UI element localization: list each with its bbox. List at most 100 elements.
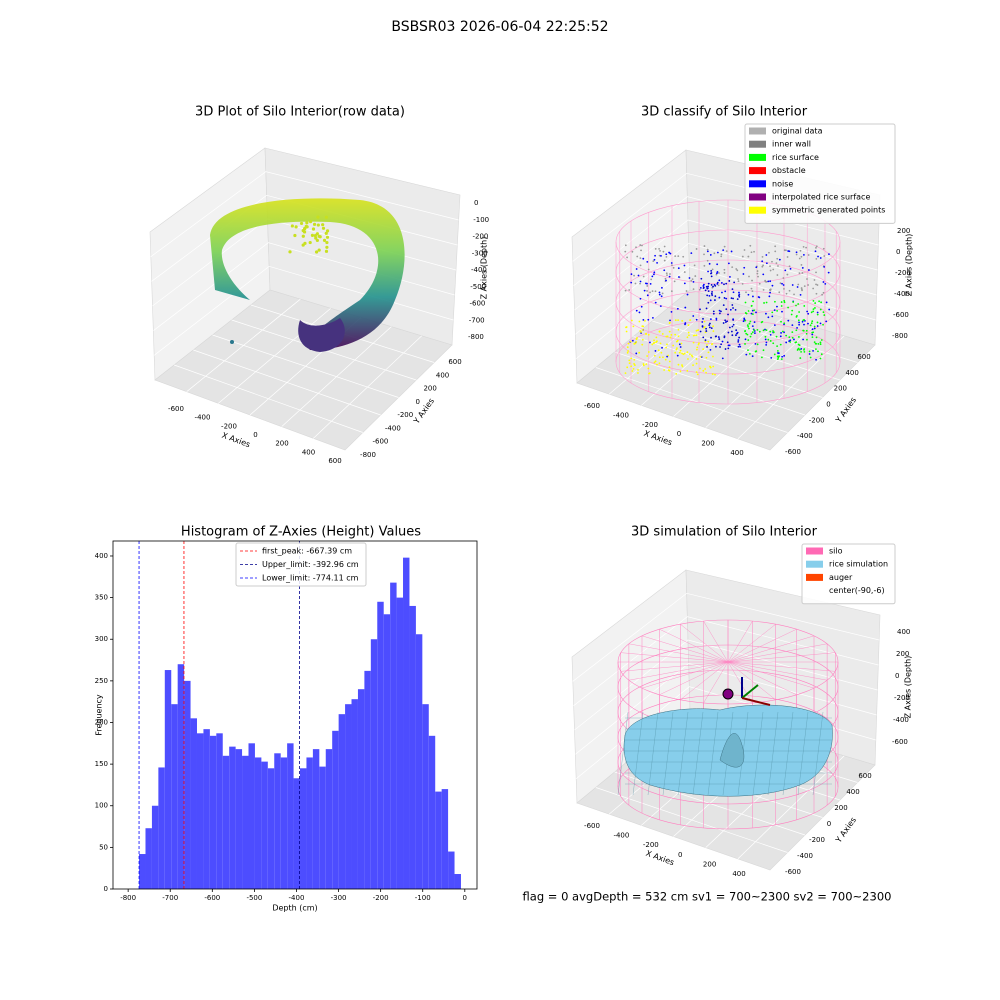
point [663, 245, 666, 248]
y-tick-label: 0 [104, 885, 108, 893]
point [823, 314, 826, 316]
point [769, 289, 772, 292]
point [724, 348, 727, 350]
point [658, 356, 661, 359]
bar [377, 601, 384, 889]
point-cloud [298, 318, 345, 352]
point [707, 270, 709, 273]
point [321, 226, 326, 230]
point [308, 240, 312, 245]
point [692, 288, 695, 291]
point [749, 244, 752, 247]
point [743, 249, 746, 251]
point [712, 355, 714, 358]
x-tick-label: -200 [643, 841, 659, 849]
point [813, 325, 816, 328]
point [780, 305, 783, 307]
z-tick-label: -600 [470, 300, 486, 308]
z-tick-label: -400 [894, 290, 910, 298]
point [707, 285, 710, 288]
point [702, 336, 705, 339]
point [783, 354, 786, 357]
x-tick-label: 0 [463, 894, 467, 902]
point [690, 252, 693, 255]
point [728, 326, 731, 329]
point [816, 311, 819, 314]
point [687, 331, 690, 334]
bar [184, 680, 191, 889]
point [682, 255, 685, 258]
point [695, 362, 698, 365]
legend-swatch [749, 127, 766, 135]
point [815, 245, 818, 248]
point [805, 246, 808, 249]
chart-title: Histogram of Z-Axies (Height) Values [181, 525, 421, 540]
point [769, 269, 772, 272]
point [755, 350, 758, 353]
point [676, 354, 679, 357]
point [763, 302, 765, 304]
legend-label: rice simulation [829, 560, 888, 569]
legend-label: Lower_limit: -774.11 cm [262, 574, 359, 583]
point [733, 281, 736, 284]
point [748, 327, 750, 330]
point [646, 294, 649, 297]
point [819, 343, 822, 346]
point [699, 308, 701, 311]
point [718, 272, 720, 274]
y-tick-label: 200 [95, 718, 108, 726]
z-tick-label: -200 [894, 694, 910, 702]
point [780, 320, 782, 323]
y-tick-label: -600 [785, 868, 801, 876]
point [624, 244, 627, 247]
point [788, 265, 791, 268]
point [700, 277, 703, 280]
point [665, 335, 668, 338]
point [750, 251, 753, 254]
point [806, 278, 808, 280]
point [640, 249, 642, 252]
y-tick-label: -200 [809, 836, 825, 844]
bar [448, 851, 455, 889]
mesh [647, 711, 659, 796]
point [637, 368, 639, 371]
point [315, 232, 319, 236]
point [684, 306, 687, 309]
status-text: flag = 0 avgDepth = 532 cm sv1 = 700~230… [523, 890, 892, 904]
point [636, 255, 639, 258]
point [639, 244, 642, 246]
point [801, 320, 804, 323]
point [791, 331, 794, 334]
point [695, 318, 698, 321]
y-axis-label: Frequency [95, 694, 104, 736]
y-tick-label: 200 [423, 385, 436, 393]
bar [274, 753, 281, 889]
bar [261, 761, 268, 889]
point [677, 276, 680, 278]
point [824, 282, 827, 285]
point [317, 248, 321, 252]
silo-wire [727, 643, 828, 663]
point [322, 238, 327, 243]
legend-label: first_peak: -667.39 cm [262, 547, 352, 556]
point [802, 245, 805, 248]
point [672, 344, 675, 347]
point [716, 281, 719, 284]
point [714, 373, 716, 376]
point [653, 341, 656, 344]
point [753, 329, 755, 331]
point [795, 304, 797, 307]
point [731, 266, 734, 269]
point [625, 326, 627, 329]
point [778, 258, 781, 261]
point [723, 283, 725, 286]
point [815, 271, 817, 274]
point [293, 233, 297, 238]
silo-wire [727, 661, 815, 689]
point [638, 311, 641, 314]
point [666, 335, 669, 338]
point [715, 335, 718, 338]
point [725, 250, 728, 253]
point [783, 322, 786, 325]
point [720, 255, 723, 258]
